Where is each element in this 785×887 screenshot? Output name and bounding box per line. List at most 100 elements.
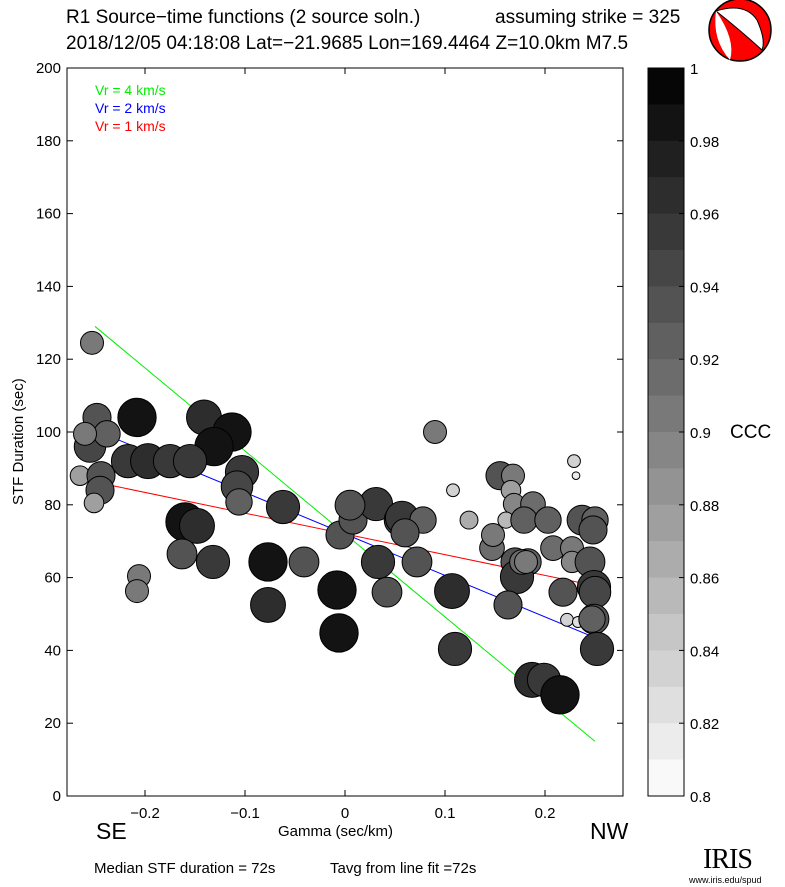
colorbar-band [648, 468, 684, 506]
data-point [195, 544, 231, 580]
data-point [534, 506, 562, 534]
data-point [423, 420, 447, 444]
data-point [265, 489, 301, 525]
colorbar-band [648, 286, 684, 324]
y-tick-label: 100 [36, 424, 61, 441]
x-axis-label: Gamma (sec/km) [278, 823, 394, 840]
data-point [117, 397, 157, 438]
median-duration: Median STF duration = 72s [94, 860, 276, 877]
legend-entry: Vr = 4 km/s [95, 82, 166, 98]
data-point [166, 538, 198, 570]
colorbar-band [648, 250, 684, 287]
data-point [179, 507, 215, 544]
x-tick-label: −0.2 [130, 805, 160, 822]
data-point [548, 577, 578, 607]
colorbar-tick-label: 0.92 [690, 352, 719, 369]
iris-url: www.iris.edu/spud [689, 875, 762, 885]
data-point [334, 489, 366, 521]
colorbar-band [648, 432, 684, 469]
data-point [83, 492, 105, 514]
data-point [578, 515, 608, 545]
colorbar-band [648, 650, 684, 688]
data-point [250, 586, 286, 623]
data-point [360, 544, 396, 580]
data-point [567, 454, 581, 469]
colorbar-tick-label: 0.96 [690, 207, 719, 224]
colorbar-band [648, 359, 684, 397]
data-point [80, 330, 104, 355]
colorbar-band [648, 104, 684, 142]
data-point [125, 579, 149, 604]
colorbar-band [648, 759, 684, 797]
data-point [371, 576, 403, 608]
direction-nw: NW [590, 818, 629, 844]
data-point [540, 675, 580, 715]
colorbar-tick-label: 0.82 [690, 716, 719, 733]
colorbar-band [648, 614, 684, 651]
data-point [493, 590, 523, 620]
y-tick-label: 120 [36, 351, 61, 368]
y-tick-label: 20 [44, 715, 61, 732]
colorbar-band [648, 213, 684, 251]
data-point [579, 631, 615, 667]
colorbar-band [648, 322, 684, 360]
legend-entry: Vr = 2 km/s [95, 100, 166, 116]
colorbar-band [648, 177, 684, 215]
event-info: 2018/12/05 04:18:08 Lat=−21.9685 Lon=169… [66, 33, 629, 54]
data-point [578, 605, 606, 633]
data-point [560, 612, 574, 627]
data-point [434, 573, 470, 610]
data-point [401, 546, 433, 578]
colorbar-tick-label: 0.9 [690, 425, 711, 442]
iris-logo: IRIS [703, 844, 753, 875]
data-point [571, 471, 581, 481]
x-tick-label: 0.2 [535, 805, 556, 822]
colorbar-band [648, 723, 684, 761]
colorbar-tick-label: 0.8 [690, 789, 711, 806]
y-tick-label: 60 [44, 570, 61, 587]
data-point [437, 631, 473, 667]
x-tick-label: 0.1 [435, 805, 456, 822]
legend-entry: Vr = 1 km/s [95, 118, 166, 134]
y-tick-label: 160 [36, 206, 61, 223]
colorbar-band [648, 140, 684, 178]
data-point [481, 523, 505, 548]
colorbar-tick-label: 0.84 [690, 643, 719, 660]
data-point [319, 613, 359, 653]
y-tick-label: 40 [44, 642, 61, 659]
y-axis-label: STF Duration (sec) [10, 378, 27, 505]
data-point [73, 421, 97, 446]
colorbar-tick-label: 1 [690, 61, 698, 78]
colorbar-band [648, 686, 684, 724]
y-tick-label: 200 [36, 60, 61, 77]
data-point [248, 542, 288, 582]
colorbar-tick-label: 0.88 [690, 498, 719, 515]
y-tick-label: 140 [36, 278, 61, 295]
colorbar-label: CCC [730, 422, 772, 443]
data-point [578, 575, 612, 609]
strike-label: assuming strike = 325 [495, 7, 681, 28]
x-tick-label: 0 [341, 805, 349, 822]
colorbar-tick-label: 0.86 [690, 571, 719, 588]
y-tick-label: 180 [36, 133, 61, 150]
x-tick-label: −0.1 [230, 805, 260, 822]
figure-title: R1 Source−time functions (2 source soln.… [66, 7, 421, 28]
colorbar-band [648, 68, 684, 105]
colorbar-band [648, 577, 684, 615]
y-tick-label: 0 [53, 788, 61, 805]
y-tick-label: 80 [44, 497, 61, 514]
colorbar-tick-label: 0.94 [690, 279, 719, 296]
data-point [93, 420, 121, 448]
data-point [390, 518, 420, 548]
beachball-icon [708, 0, 772, 62]
tavg-line-fit: Tavg from line fit =72s [330, 860, 477, 877]
colorbar-tick-label: 0.98 [690, 134, 719, 151]
data-point [225, 488, 253, 516]
colorbar-band [648, 541, 684, 579]
colorbar-band [648, 504, 684, 542]
data-point [288, 546, 320, 578]
data-point [510, 506, 538, 534]
colorbar-band [648, 395, 684, 433]
